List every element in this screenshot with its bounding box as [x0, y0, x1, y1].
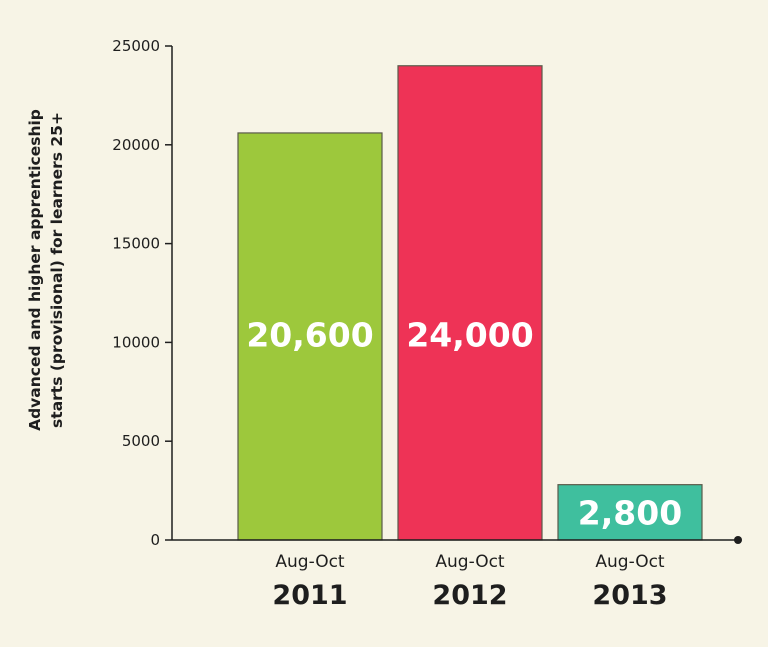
- y-tick-label: 25000: [112, 37, 160, 55]
- y-tick-label: 15000: [112, 235, 160, 253]
- y-tick-label: 10000: [112, 333, 160, 351]
- x-category-period: Aug-Oct: [595, 552, 665, 572]
- x-category-period: Aug-Oct: [435, 552, 505, 572]
- bar-value-label: 2,800: [578, 493, 682, 532]
- bar-2011: [237, 132, 383, 541]
- y-axis-label: Advanced and higher apprenticeship start…: [26, 109, 66, 431]
- y-axis-label-line-2: starts (provisional) for learners 25+: [48, 112, 66, 428]
- labels: 20,600 Aug-Oct 2011 24,000 Aug-Oct 2012 2,800 A…: [246, 315, 682, 611]
- x-axis-end-dot: [734, 536, 742, 544]
- x-category-year: 2012: [432, 580, 507, 611]
- bar-value-label: 24,000: [406, 315, 533, 354]
- bars: [237, 65, 703, 541]
- y-axis-label-line-1: Advanced and higher apprenticeship: [26, 109, 44, 431]
- bar-2012: [397, 65, 543, 541]
- y-tick-label: 5000: [122, 432, 160, 450]
- y-tick-label: 0: [150, 531, 160, 549]
- x-category-period: Aug-Oct: [275, 552, 345, 572]
- bar-value-label: 20,600: [246, 315, 373, 354]
- x-category-year: 2011: [272, 580, 347, 611]
- bar-2013: [557, 484, 703, 541]
- axes: 0 5000 10000 15000 20000 25000: [112, 37, 742, 549]
- y-tick-label: 20000: [112, 136, 160, 154]
- x-category-year: 2013: [592, 580, 667, 611]
